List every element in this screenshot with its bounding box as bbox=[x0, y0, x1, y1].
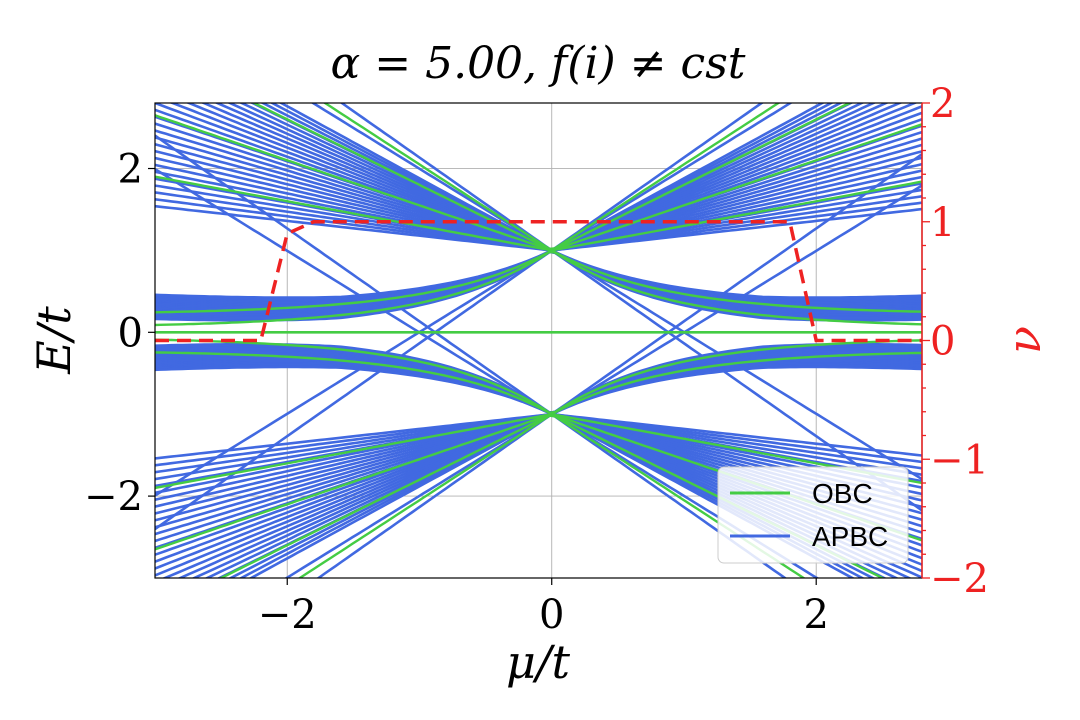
y2-tick-label: 1 bbox=[930, 200, 955, 246]
y2-tick-label: −2 bbox=[930, 556, 989, 602]
x-axis-ticks: −2 0 2 bbox=[258, 578, 829, 638]
legend: OBC APBC bbox=[717, 466, 909, 564]
obc-band-line bbox=[322, 103, 781, 251]
x-tick-label: −2 bbox=[258, 592, 317, 638]
obc-band-line bbox=[155, 413, 922, 490]
y2-axis-label: ν bbox=[997, 326, 1051, 354]
obc-band-line bbox=[251, 103, 853, 251]
y-axis-label: E/t bbox=[27, 306, 81, 375]
obc-band-line bbox=[155, 175, 922, 252]
x-tick-label: 2 bbox=[803, 592, 828, 638]
y2-axis-ticks: −2 −1 0 1 2 bbox=[922, 81, 989, 602]
y-tick-label: 2 bbox=[118, 147, 143, 193]
winding-number-series bbox=[155, 220, 922, 343]
obc-series bbox=[155, 103, 922, 578]
legend-obc-label: OBC bbox=[812, 478, 873, 509]
legend-apbc-label: APBC bbox=[812, 521, 888, 552]
y-axis-ticks: −2 0 2 bbox=[84, 147, 155, 520]
x-tick-label: 0 bbox=[539, 592, 564, 638]
obc-band-line bbox=[155, 351, 922, 415]
y2-tick-label: 0 bbox=[930, 319, 955, 365]
obc-band-line bbox=[155, 338, 922, 414]
y-tick-label: 0 bbox=[118, 310, 143, 356]
winding-number-line bbox=[155, 220, 922, 343]
y2-tick-label: 2 bbox=[930, 81, 955, 127]
y-tick-label: −2 bbox=[84, 474, 143, 520]
obc-band-line bbox=[297, 414, 806, 578]
chart-title: α = 5.00, f(i) ≠ cst bbox=[331, 38, 746, 89]
obc-band-line bbox=[155, 250, 922, 327]
x-axis-label: μ/t bbox=[506, 635, 570, 689]
y2-tick-label: −1 bbox=[930, 437, 989, 483]
obc-band-line bbox=[155, 250, 922, 314]
legend-box bbox=[717, 466, 909, 564]
obc-band-line bbox=[155, 114, 922, 251]
